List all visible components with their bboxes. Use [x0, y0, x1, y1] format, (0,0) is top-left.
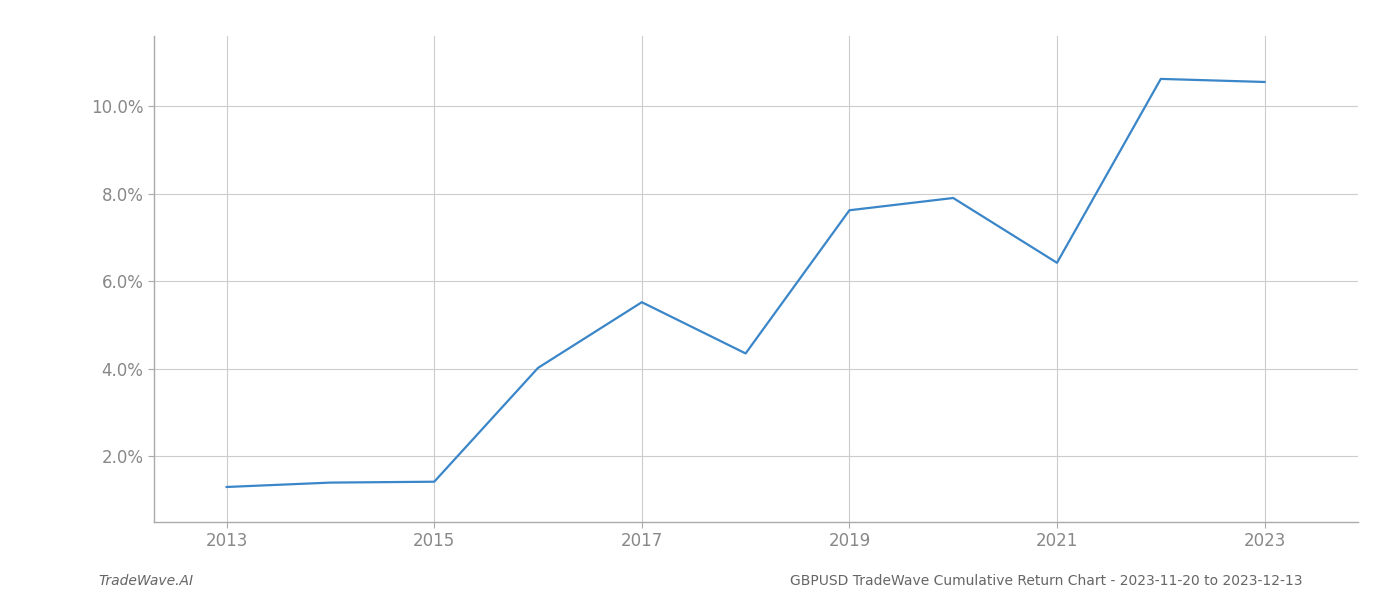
- Text: TradeWave.AI: TradeWave.AI: [98, 574, 193, 588]
- Text: GBPUSD TradeWave Cumulative Return Chart - 2023-11-20 to 2023-12-13: GBPUSD TradeWave Cumulative Return Chart…: [790, 574, 1302, 588]
